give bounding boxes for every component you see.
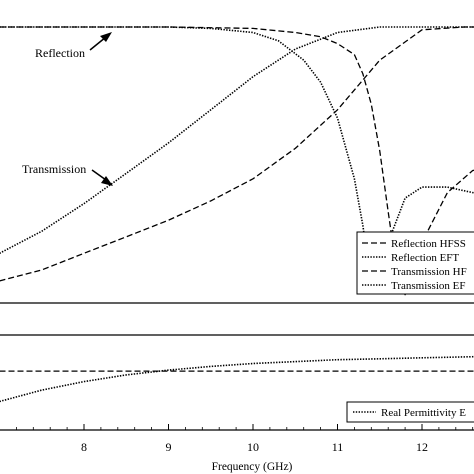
legend-label-real-permittivity: Real Permittivity E bbox=[381, 407, 466, 419]
x-tick-label-11: 11 bbox=[332, 440, 344, 454]
x-tick-label-8: 8 bbox=[81, 440, 87, 454]
reflection-annotation: Reflection bbox=[35, 46, 85, 60]
top-legend-box bbox=[356, 231, 474, 295]
x-axis-ticks: 8 9 10 11 12 bbox=[15, 424, 474, 454]
bottom-series-group bbox=[0, 355, 474, 403]
bottom-legend-box bbox=[346, 401, 474, 423]
reflection-arrow bbox=[89, 32, 112, 51]
legend-label-transmission-ef: Transmission EF bbox=[391, 280, 465, 292]
transmission-arrow bbox=[91, 169, 113, 186]
x-tick-label-10: 10 bbox=[247, 440, 259, 454]
legend-label-transmission-hf: Transmission HF bbox=[391, 266, 467, 278]
bottom-panel: 8 9 10 11 12 Real Permittivity E Frequency (… bbox=[0, 334, 474, 473]
top-legend: Reflection HFSS Reflection EFT Transmiss… bbox=[356, 231, 474, 295]
bottom-legend: Real Permittivity E bbox=[346, 401, 474, 423]
top-line-reflection-eft bbox=[0, 26, 474, 288]
top-line-transmission-hf bbox=[0, 26, 474, 282]
x-axis-label: Frequency (GHz) bbox=[212, 461, 293, 473]
transmission-annotation: Transmission bbox=[22, 162, 86, 176]
x-tick-label-9: 9 bbox=[166, 440, 172, 454]
top-line-transmission-ef bbox=[0, 26, 474, 254]
bottom-line-real-permittivity-e bbox=[0, 355, 474, 403]
legend-label-reflection-eft: Reflection EFT bbox=[391, 252, 459, 264]
x-tick-label-12: 12 bbox=[416, 440, 428, 454]
legend-label-reflection-hfss: Reflection HFSS bbox=[391, 238, 466, 250]
top-panel: Reflection Transmission Reflection HFSS … bbox=[0, 26, 474, 304]
